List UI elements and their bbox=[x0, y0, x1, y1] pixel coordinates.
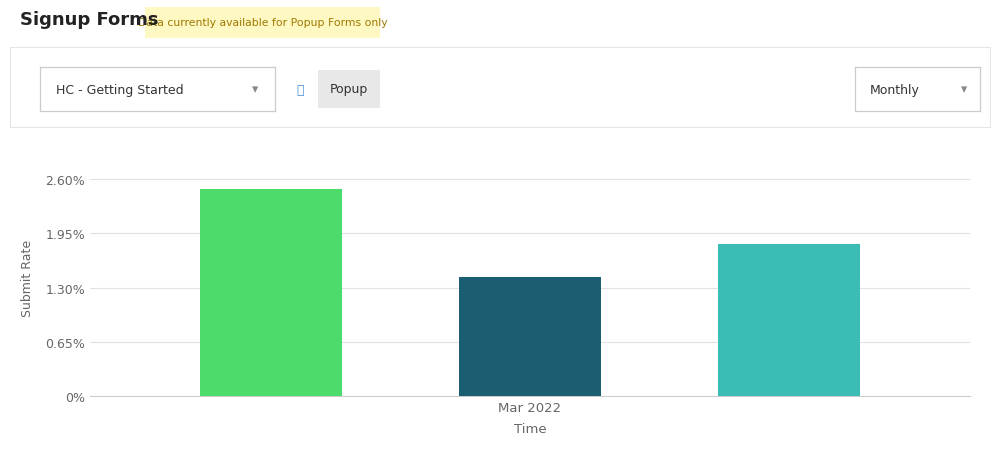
Text: Popup: Popup bbox=[330, 83, 368, 96]
Bar bbox=[718, 245, 860, 396]
Bar bbox=[459, 277, 601, 396]
Text: HC - Getting Started: HC - Getting Started bbox=[56, 83, 184, 96]
X-axis label: Time: Time bbox=[514, 422, 546, 435]
Text: Monthly: Monthly bbox=[870, 83, 920, 96]
Text: Data currently available for Popup Forms only: Data currently available for Popup Forms… bbox=[138, 18, 387, 28]
Y-axis label: Submit Rate: Submit Rate bbox=[21, 239, 34, 316]
Text: ▾: ▾ bbox=[252, 83, 259, 96]
Text: ⧉: ⧉ bbox=[296, 84, 304, 96]
Text: Signup Forms: Signup Forms bbox=[20, 11, 158, 29]
Text: ▾: ▾ bbox=[961, 83, 968, 96]
Bar bbox=[200, 190, 342, 396]
